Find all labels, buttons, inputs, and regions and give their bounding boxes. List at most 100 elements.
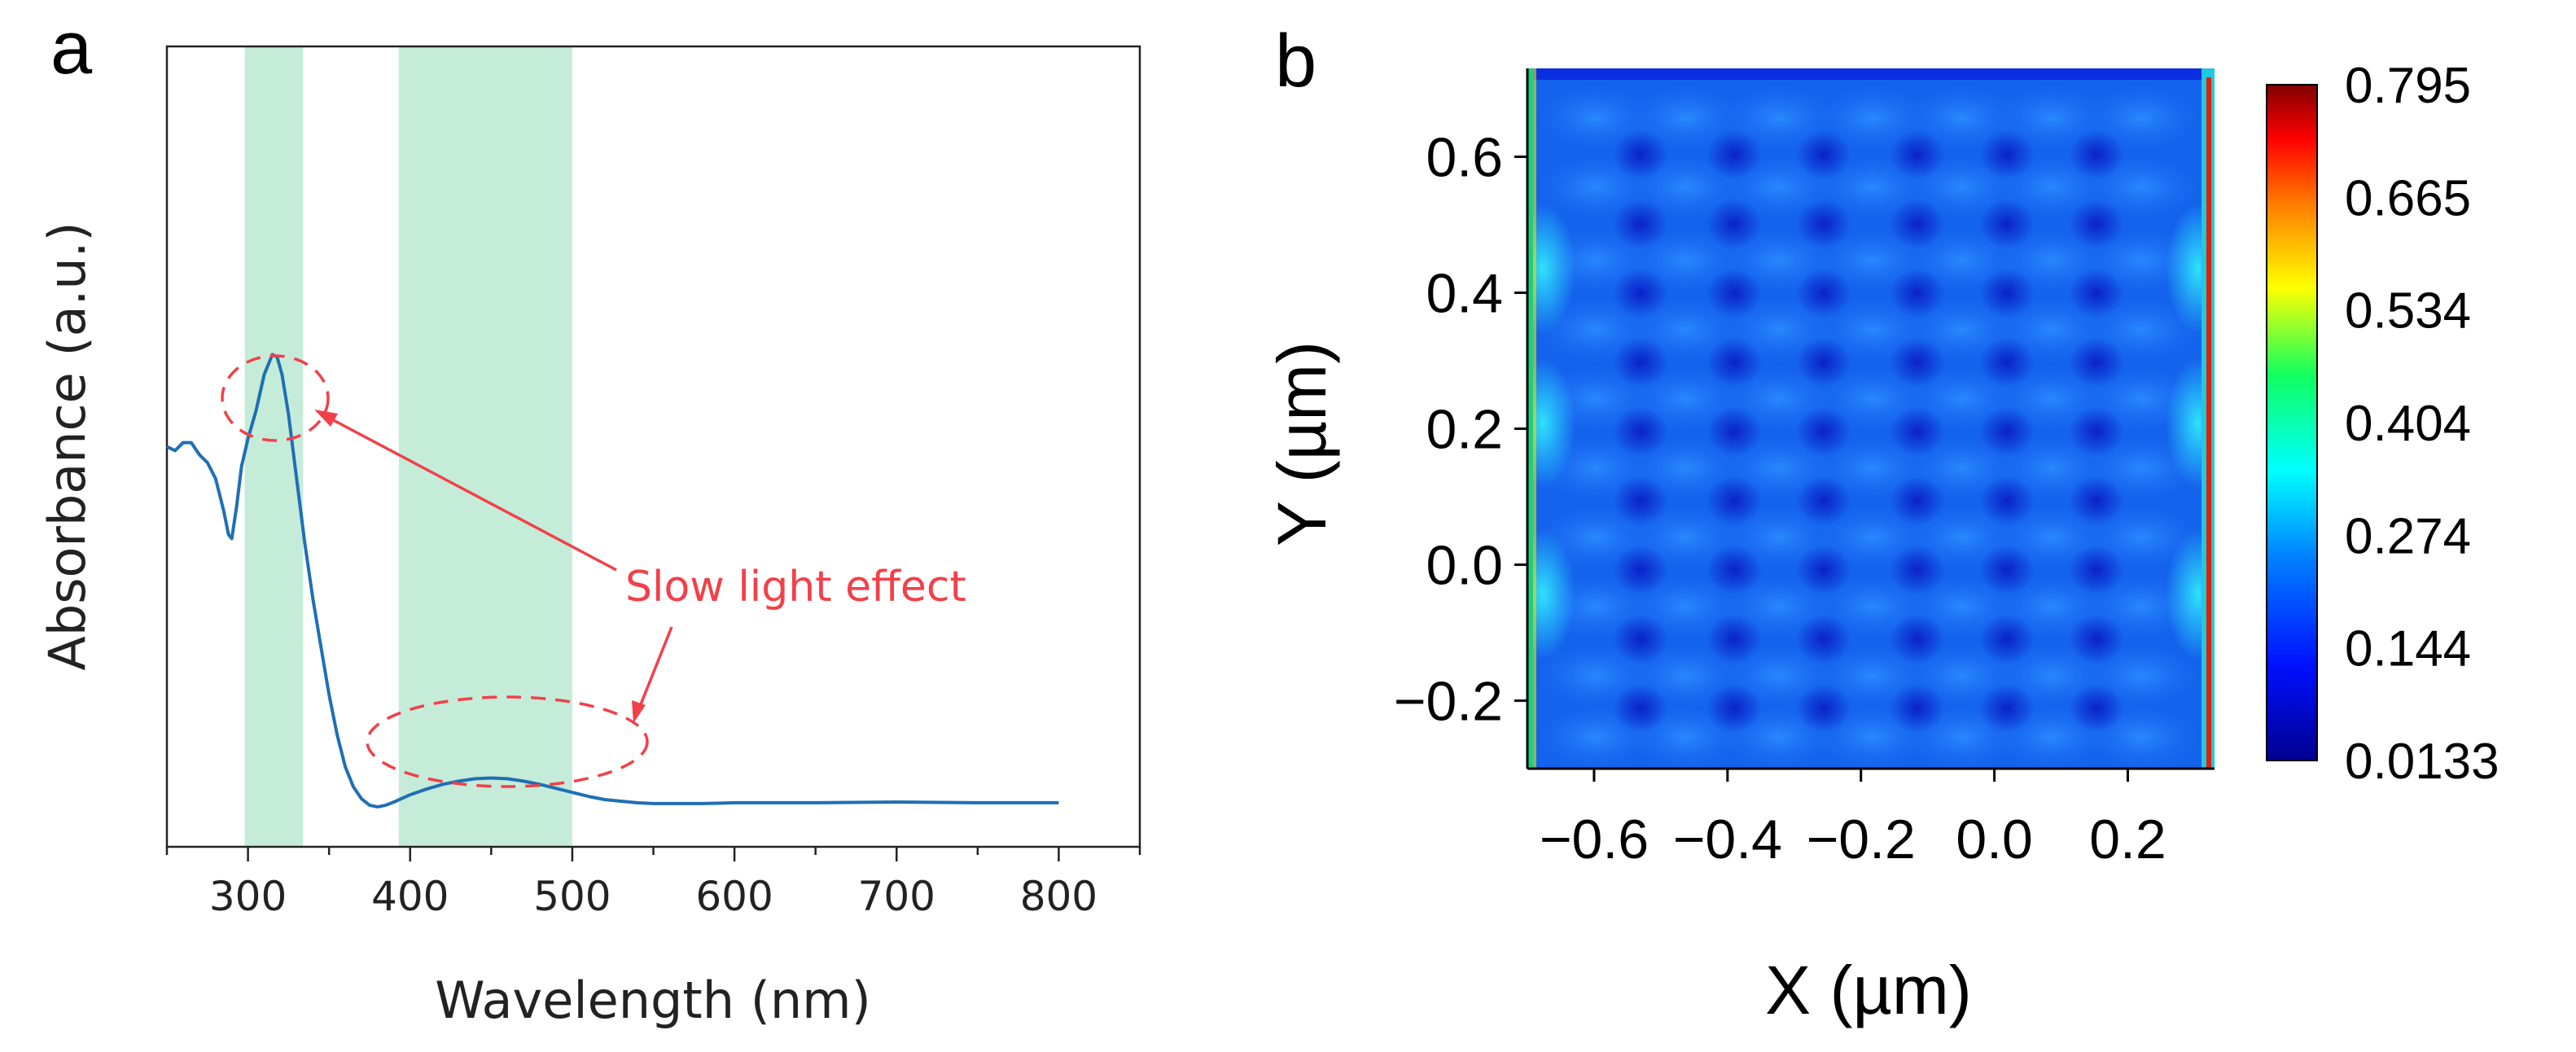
- field-dark-spot: [1706, 130, 1762, 179]
- x-axis-title: Wavelength (nm): [435, 971, 871, 1030]
- field-dark-spot: [1706, 684, 1762, 733]
- field-edge-bright-spot: [2166, 529, 2215, 660]
- heatmap-axis-ticks: −0.6 −0.4 −0.2 0.0 0.2 0.6 0.4 0.2 0.0 −0.2: [1394, 127, 2166, 870]
- field-edge-bright-spot: [2166, 358, 2215, 489]
- field-heatmap: [1527, 68, 2215, 769]
- field-dark-spot: [1796, 130, 1851, 179]
- x-tick-label-b: 0.2: [2089, 809, 2166, 870]
- field-edge-bright-spot: [1527, 529, 1575, 660]
- right-edge-hotline: [2206, 77, 2211, 769]
- field-edge-bright-spot: [2166, 204, 2215, 334]
- x-tick-label: 500: [533, 873, 611, 920]
- panel-b-letter: b: [1275, 20, 1316, 103]
- field-dark-spot: [1796, 615, 1851, 664]
- field-dark-spot: [1613, 684, 1668, 733]
- x-tick-label: 600: [695, 873, 773, 920]
- field-dark-spot: [2069, 615, 2124, 664]
- y-tick-label-b: 0.6: [1426, 127, 1503, 189]
- y-axis-title: Absorbance (a.u.): [37, 221, 97, 670]
- field-dark-spot: [1613, 476, 1668, 525]
- field-lobe: [1627, 85, 1744, 151]
- field-dark-spot: [2069, 130, 2124, 179]
- field-dark-spot: [1796, 269, 1851, 318]
- field-dark-spot: [1890, 199, 1945, 248]
- x-axis-title-b: X (µm): [1765, 952, 1972, 1028]
- field-dark-spot: [1706, 476, 1762, 525]
- panel-a: a 300 400 500 600 700 800 Slow light effect W…: [37, 7, 1141, 1030]
- field-dark-spot: [2069, 407, 2124, 456]
- field-dark-spot: [1796, 338, 1851, 387]
- field-dark-spot: [1613, 407, 1668, 456]
- top-edge-strip: [1527, 68, 2215, 80]
- y-tick-label-b: 0.0: [1426, 535, 1503, 597]
- broad-band-highlight-ellipse: [366, 695, 649, 788]
- colorbar: [2266, 84, 2318, 761]
- field-dark-spot: [2069, 546, 2124, 594]
- x-tick-label-b: 0.0: [1956, 809, 2033, 870]
- field-dark-spot: [1613, 269, 1668, 318]
- field-dark-spot: [1706, 615, 1762, 664]
- field-dark-spot: [2069, 684, 2124, 733]
- field-lobe: [1904, 85, 2021, 151]
- y-axis-title-b: Y (µm): [1264, 341, 1340, 546]
- x-axis-ticks: 300 400 500 600 700 800: [165, 847, 1141, 920]
- field-dark-spot: [1613, 199, 1668, 248]
- field-dark-spot: [1979, 130, 2035, 179]
- colorbar-tick-label: 0.0133: [2345, 734, 2499, 790]
- field-dark-spot: [1706, 199, 1762, 248]
- left-edge-hotline: [1533, 68, 1536, 769]
- field-dark-spot: [1706, 269, 1762, 318]
- field-edge-bright-spot: [1527, 358, 1575, 489]
- field-dark-spot: [1613, 546, 1668, 594]
- absorbance-series-line: [166, 353, 1059, 809]
- field-dark-spot: [1796, 546, 1851, 594]
- colorbar-tick-label: 0.274: [2345, 508, 2471, 564]
- colorbar-tick-label: 0.795: [2345, 58, 2471, 114]
- field-lobe: [1537, 85, 1654, 151]
- field-dark-spot: [1796, 476, 1851, 525]
- colorbar-tick-label: 0.144: [2345, 621, 2471, 677]
- x-tick-label: 400: [371, 873, 449, 920]
- field-dark-spot: [1979, 269, 2035, 318]
- colorbar-tick-label: 0.665: [2345, 170, 2471, 226]
- y-tick-label-b: 0.2: [1426, 399, 1503, 461]
- field-dark-spot: [1613, 615, 1668, 664]
- colorbar-tick-label: 0.534: [2345, 283, 2471, 340]
- shaded-band-1: [244, 46, 304, 847]
- field-pattern: [1527, 85, 2215, 769]
- field-dark-spot: [1796, 407, 1851, 456]
- y-tick-label-b: 0.4: [1426, 263, 1503, 325]
- field-lobe: [1720, 85, 1838, 151]
- field-dark-spot: [1613, 338, 1668, 387]
- shaded-band-2: [398, 46, 572, 847]
- x-tick-label: 700: [858, 873, 935, 920]
- annotation-arrow-1: [325, 414, 617, 572]
- field-dark-spot: [2069, 476, 2124, 525]
- panel-b: b −0.6 −0.4 −0.2 0.0 0.2 0.6 0.4 0.2 0.0 −0.2 X (…: [1264, 20, 2499, 1028]
- plot-frame: [165, 45, 1141, 848]
- field-dark-spot: [1890, 269, 1945, 318]
- field-dark-spot: [1979, 407, 2035, 456]
- field-dark-spot: [1890, 615, 1945, 664]
- x-tick-label-b: −0.2: [1807, 809, 1916, 870]
- field-dark-spot: [1613, 130, 1668, 179]
- field-dark-spot: [1796, 199, 1851, 248]
- field-dark-spot: [1979, 615, 2035, 664]
- field-lobe: [1814, 85, 1931, 151]
- field-lobe: [1993, 85, 2110, 151]
- arrow-head-2: [632, 700, 646, 723]
- slow-light-annotation: Slow light effect: [221, 354, 966, 788]
- field-dark-spot: [2069, 199, 2124, 248]
- field-dark-spot: [1979, 684, 2035, 733]
- field-dark-spot: [1890, 407, 1945, 456]
- left-edge-strip: [1527, 68, 1533, 769]
- annotation-arrow-2: [637, 626, 673, 709]
- x-tick-label-b: −0.6: [1540, 809, 1649, 870]
- annotation-label: Slow light effect: [625, 563, 966, 611]
- field-dark-spot: [1890, 476, 1945, 525]
- field-dark-spot: [1979, 338, 2035, 387]
- field-dark-spot: [1890, 338, 1945, 387]
- field-dark-spot: [2069, 338, 2124, 387]
- field-dark-spot: [1890, 546, 1945, 594]
